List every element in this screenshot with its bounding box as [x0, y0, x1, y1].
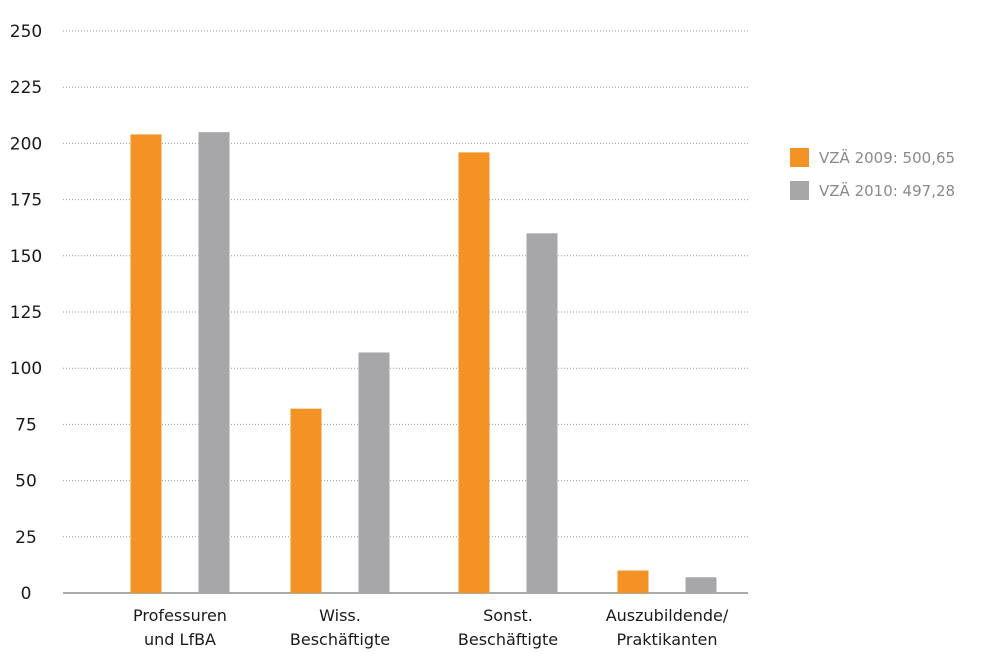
y-tick-label: 250 [10, 22, 42, 42]
bar-2010-3 [685, 577, 717, 593]
y-tick-label: 125 [10, 303, 42, 323]
x-category-label: Professuren [133, 606, 227, 625]
bar-2009-2 [458, 152, 490, 593]
gridlines [63, 30, 748, 538]
legend-label: VZÄ 2009: 500,65 [819, 148, 955, 167]
bar-2010-1 [358, 352, 390, 593]
legend-label: VZÄ 2010: 497,28 [819, 181, 955, 200]
y-tick-label: 175 [10, 191, 42, 211]
y-tick-label: 0 [21, 584, 32, 604]
y-tick-label: 25 [15, 528, 37, 548]
x-category-label: Wiss. [319, 606, 361, 625]
y-axis-ticks: 0 25 50 75 100 125 150 175 200 225 250 [10, 22, 42, 604]
y-tick-label: 150 [10, 247, 42, 267]
x-category-label: Beschäftigte [290, 630, 390, 649]
bars [130, 132, 717, 593]
x-axis-categories: Professuren und LfBA Wiss. Beschäftigte Sons… [133, 606, 729, 649]
y-tick-label: 100 [10, 359, 42, 379]
x-category-label: und LfBA [144, 630, 216, 649]
y-tick-label: 75 [15, 415, 37, 435]
bar-2010-0 [198, 132, 230, 593]
y-tick-label: 225 [10, 78, 42, 98]
bar-2010-2 [526, 233, 558, 593]
x-category-label: Beschäftigte [458, 630, 558, 649]
x-category-label: Praktikanten [617, 630, 718, 649]
bar-2009-0 [130, 134, 162, 593]
legend-swatch [790, 148, 809, 167]
bar-2009-3 [617, 570, 649, 593]
y-tick-label: 200 [10, 134, 42, 154]
legend-swatch [790, 181, 809, 200]
x-category-label: Sonst. [483, 606, 533, 625]
y-tick-label: 50 [15, 472, 37, 492]
x-category-label: Auszubildende/ [606, 606, 729, 625]
bar-2009-1 [290, 408, 322, 593]
legend: VZÄ 2009: 500,65 VZÄ 2010: 497,28 [790, 148, 955, 200]
